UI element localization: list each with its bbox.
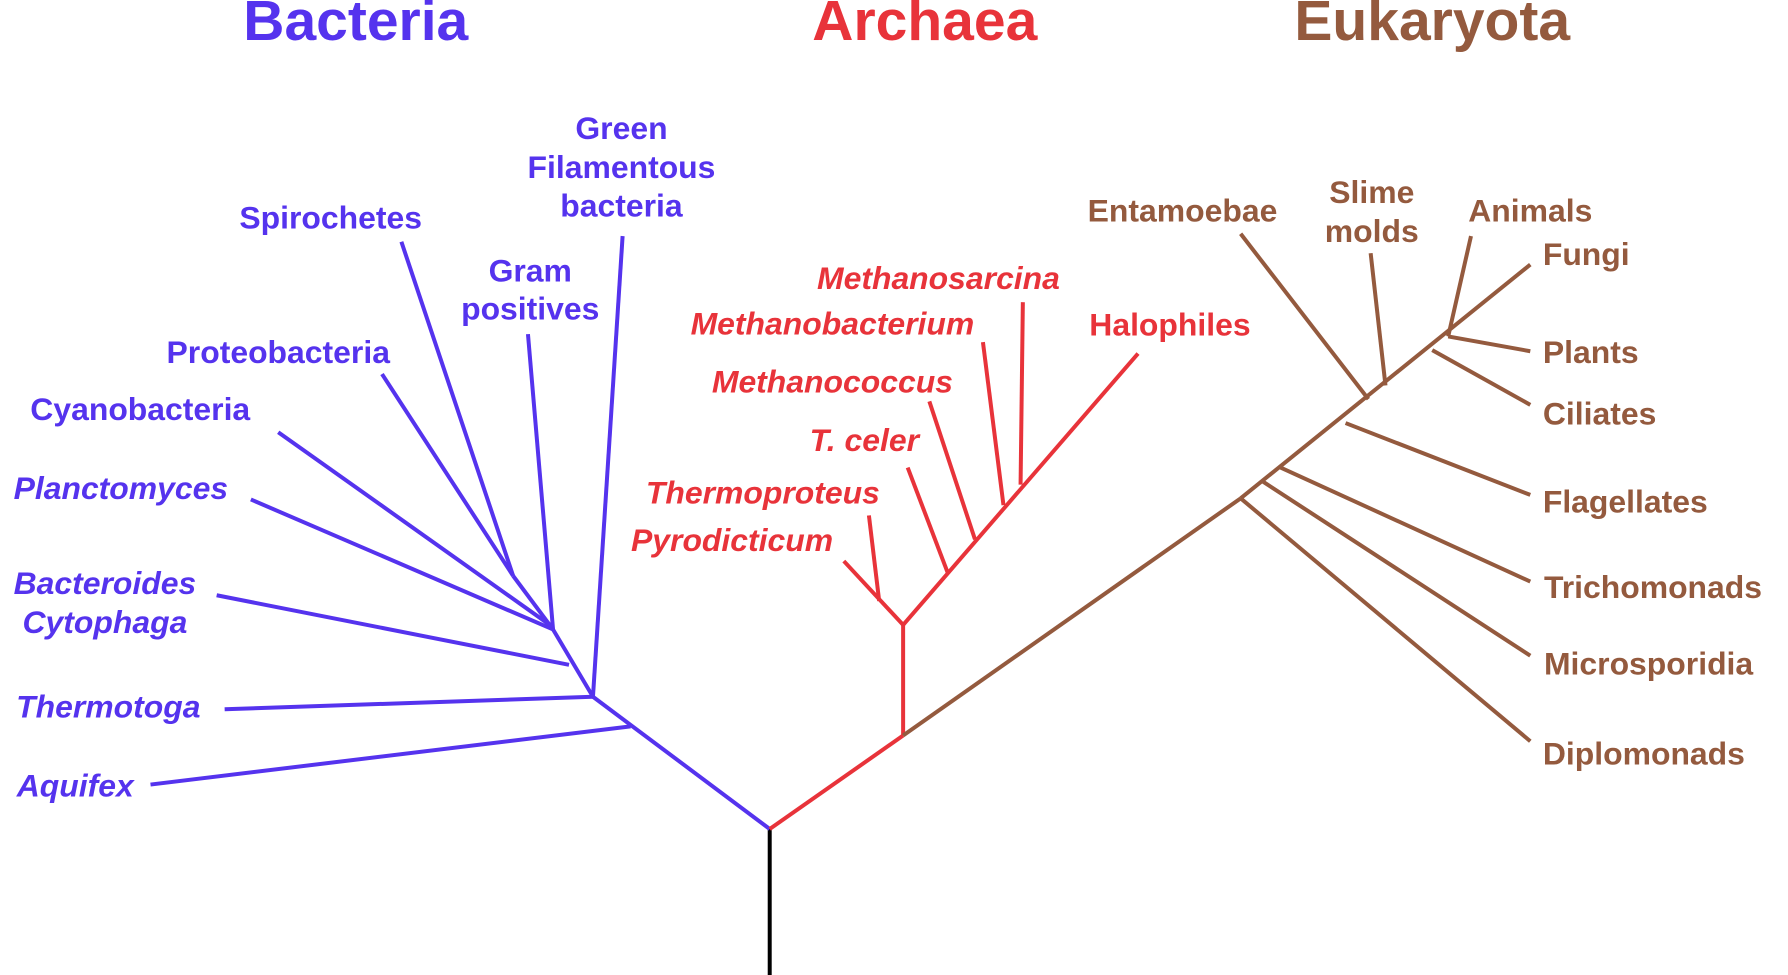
branch [927, 400, 977, 541]
group-label: Spirochetes [239, 200, 422, 236]
group-label: Microsporidia [1544, 645, 1753, 681]
branch [1344, 421, 1532, 497]
domain-title: Bacteria [243, 0, 469, 53]
branch [768, 733, 905, 831]
branch [866, 515, 882, 602]
branch [399, 241, 516, 577]
branch [590, 235, 625, 697]
branch [901, 496, 1242, 738]
group-label: Methanobacterium [691, 306, 975, 342]
group-label: Diplomonads [1543, 735, 1745, 771]
branch [1239, 232, 1370, 401]
group-label: Slime molds [1325, 174, 1419, 249]
branch [1239, 496, 1532, 743]
group-label: Halophiles [1089, 307, 1250, 343]
group-label: T. celer [810, 422, 921, 458]
group-label: Ciliates [1543, 396, 1657, 432]
eukaryota-branches [901, 232, 1532, 743]
branch [842, 559, 905, 627]
branch [591, 695, 771, 831]
group-label: Aquifex [16, 767, 135, 803]
group-label: Fungi [1543, 236, 1630, 272]
group-label: Animals [1468, 193, 1592, 229]
branch [1279, 465, 1532, 584]
branch [277, 430, 555, 629]
labels: Bacteria Archaea Eukaryota Green Filament… [14, 0, 1762, 803]
group-label: Planctomyces [14, 470, 229, 506]
branch [1431, 348, 1532, 407]
group-label: Trichomonads [1544, 569, 1762, 605]
branch [980, 341, 1006, 506]
branch [1446, 235, 1473, 337]
group-label: Plants [1543, 334, 1639, 370]
branch [1018, 302, 1025, 485]
group-label: Methanosarcina [817, 260, 1060, 296]
group-label: Bacteroides Cytophaga [14, 566, 197, 641]
branch [150, 724, 631, 787]
bacteria-branches [150, 235, 771, 831]
group-label: Gram positives [461, 253, 599, 327]
branches [150, 232, 1532, 975]
branch [380, 372, 515, 577]
archaea-branches [768, 302, 1140, 831]
branch [1368, 252, 1388, 386]
branch [551, 628, 595, 698]
group-label: Flagellates [1543, 483, 1708, 519]
branch [901, 352, 1140, 627]
domain-title: Archaea [812, 0, 1038, 53]
group-label: Thermoproteus [646, 474, 880, 510]
branch [224, 694, 594, 712]
branch [905, 466, 950, 574]
branch [250, 497, 554, 632]
group-label: Thermotoga [16, 689, 200, 725]
branch [216, 593, 570, 667]
group-label: Pyrodicticum [631, 522, 833, 558]
group-label: Entamoebae [1088, 193, 1278, 229]
domain-title: Eukaryota [1294, 0, 1571, 53]
group-label: Green Filamentous bacteria [528, 111, 716, 225]
group-label: Proteobacteria [167, 334, 391, 370]
branch [1447, 334, 1531, 354]
group-label: Methanococcus [712, 364, 953, 400]
group-label: Cyanobacteria [30, 391, 250, 427]
branch [525, 333, 556, 630]
branch [1261, 479, 1532, 658]
